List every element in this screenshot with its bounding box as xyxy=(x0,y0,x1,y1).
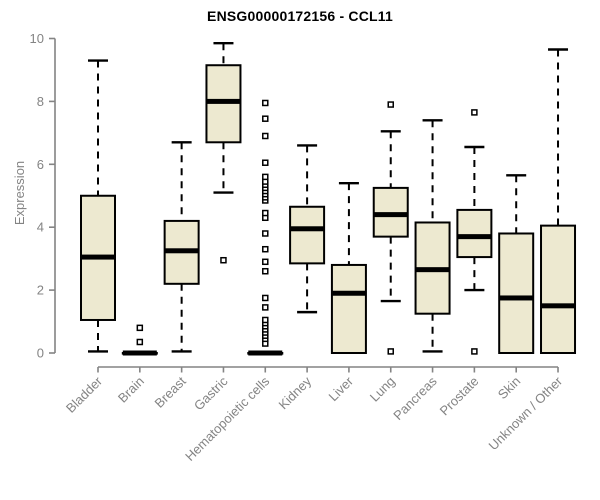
box-kidney xyxy=(289,144,326,314)
outlier-point xyxy=(387,348,394,355)
outlier-point xyxy=(262,258,269,266)
outlier-point xyxy=(387,101,394,108)
y-tick-label: 8 xyxy=(37,94,44,109)
x-category-label: Skin xyxy=(495,374,523,402)
iqr-box xyxy=(289,205,326,265)
outlier-point xyxy=(262,304,269,311)
box-lung xyxy=(372,101,409,355)
x-category-label: Unknown / Other xyxy=(486,373,566,453)
outlier-point xyxy=(262,230,269,237)
x-category-label: Prostate xyxy=(437,374,482,419)
box-skin xyxy=(498,174,535,355)
y-tick-label: 10 xyxy=(30,31,44,46)
outlier-point xyxy=(262,245,269,253)
outlier-point xyxy=(262,267,269,275)
x-category-label: Liver xyxy=(326,373,357,404)
median-bar xyxy=(415,267,450,273)
outlier-point xyxy=(262,316,269,324)
median-bar xyxy=(164,248,199,254)
box-breast xyxy=(163,141,200,353)
median-bar xyxy=(248,350,283,356)
median-bar xyxy=(541,303,576,309)
outlier-point xyxy=(262,99,269,107)
box-gastric xyxy=(205,42,242,264)
median-bar xyxy=(122,350,157,356)
x-category-label: Lung xyxy=(367,374,398,405)
outlier-point xyxy=(136,324,144,332)
outlier-point xyxy=(220,256,227,264)
iqr-box xyxy=(540,224,577,354)
outlier-point xyxy=(262,159,269,166)
outlier-point xyxy=(471,109,478,116)
x-category-label: Gastric xyxy=(191,373,231,413)
box-pancreas xyxy=(414,119,451,353)
median-bar xyxy=(457,234,492,240)
y-tick-label: 4 xyxy=(37,220,44,235)
y-tick-label: 2 xyxy=(37,283,44,298)
median-bar xyxy=(373,212,408,218)
x-category-label: Breast xyxy=(152,373,189,410)
box-liver xyxy=(330,181,367,354)
x-category-label: Kidney xyxy=(276,373,315,412)
median-bar xyxy=(499,295,534,301)
median-bar xyxy=(331,290,366,296)
outlier-point xyxy=(136,338,144,346)
outlier-point xyxy=(262,173,269,181)
outlier-point xyxy=(262,132,269,140)
iqr-box xyxy=(456,208,493,259)
outlier-point xyxy=(471,348,478,355)
iqr-box xyxy=(330,263,367,354)
chart-title: ENSG00000172156 - CCL11 xyxy=(207,8,393,24)
median-bar xyxy=(81,254,115,260)
median-bar xyxy=(290,226,325,232)
box-prostate xyxy=(456,109,493,355)
median-bar xyxy=(206,98,241,104)
box-hematopoietic-cells xyxy=(247,99,284,356)
x-category-label: Brain xyxy=(115,374,147,406)
outlier-point xyxy=(262,294,269,302)
y-tick-label: 6 xyxy=(37,157,44,172)
iqr-box xyxy=(498,232,535,355)
box-unknown-other xyxy=(540,48,577,354)
outlier-point xyxy=(262,115,269,122)
box-bladder xyxy=(80,59,116,353)
box-brain xyxy=(121,324,158,356)
y-tick-label: 0 xyxy=(37,346,44,361)
x-category-label: Pancreas xyxy=(390,373,440,423)
outlier-point xyxy=(262,209,269,217)
x-category-label: Bladder xyxy=(63,373,106,416)
